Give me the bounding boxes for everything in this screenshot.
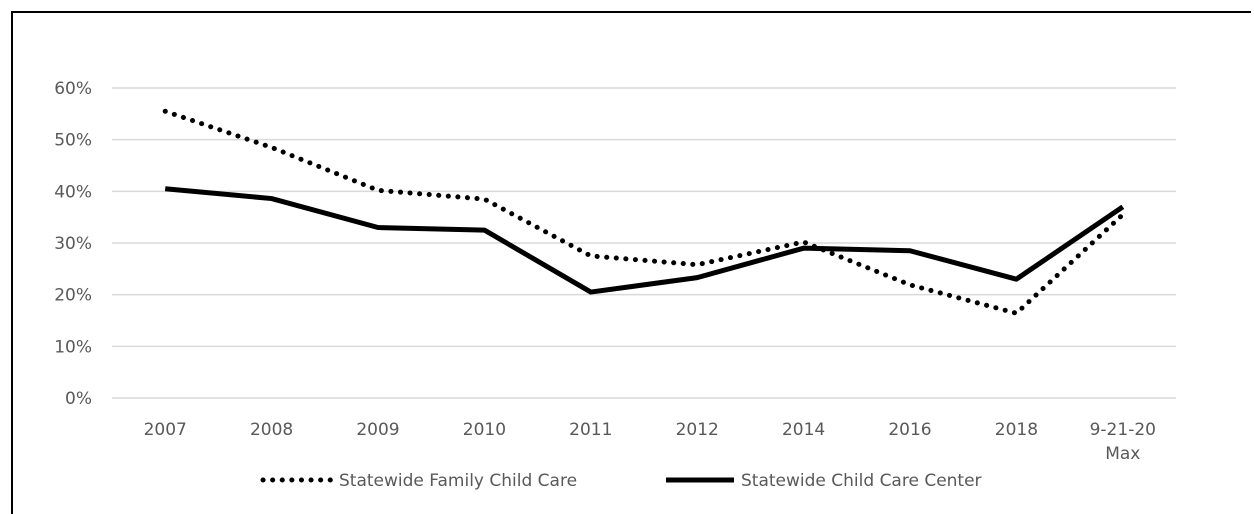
- y-tick-label: 0%: [65, 389, 92, 409]
- y-tick-label: 30%: [54, 234, 92, 254]
- series-layer: [162, 108, 1126, 317]
- legend-label: Statewide Family Child Care: [339, 471, 577, 491]
- x-tick-label: 2011: [569, 420, 612, 440]
- x-tick-label: 2018: [995, 420, 1038, 440]
- x-tick-label: 2007: [144, 420, 187, 440]
- gridlines: [112, 87, 1176, 399]
- y-axis-ticks: 0% 10% 20% 30% 40% 50% 60%: [54, 79, 92, 409]
- chart-frame: [11, 11, 1251, 514]
- series-family-child-care-line: [162, 108, 1126, 317]
- y-tick-label: 20%: [54, 286, 92, 306]
- x-tick-label: 2009: [356, 420, 399, 440]
- y-tick-label: 40%: [54, 182, 92, 202]
- y-tick-label: 50%: [54, 131, 92, 151]
- x-tick-label: 2008: [250, 420, 293, 440]
- x-tick-label: 2016: [888, 420, 931, 440]
- x-tick-label: 2012: [676, 420, 719, 440]
- y-tick-label: 60%: [54, 79, 92, 99]
- legend: Statewide Family Child Care Statewide Chi…: [260, 471, 982, 491]
- series-child-care-center-line: [164, 186, 1125, 295]
- legend-label: Statewide Child Care Center: [741, 471, 982, 491]
- y-tick-label: 10%: [54, 337, 92, 357]
- x-tick-label: 2014: [782, 420, 825, 440]
- x-tick-label: 9-21-20 Max: [1090, 420, 1156, 464]
- x-axis-ticks: 2007 2008 2009 2010 2011 2012 2014 2016 2018 9-21…: [144, 420, 1156, 464]
- x-tick-label: 2010: [463, 420, 506, 440]
